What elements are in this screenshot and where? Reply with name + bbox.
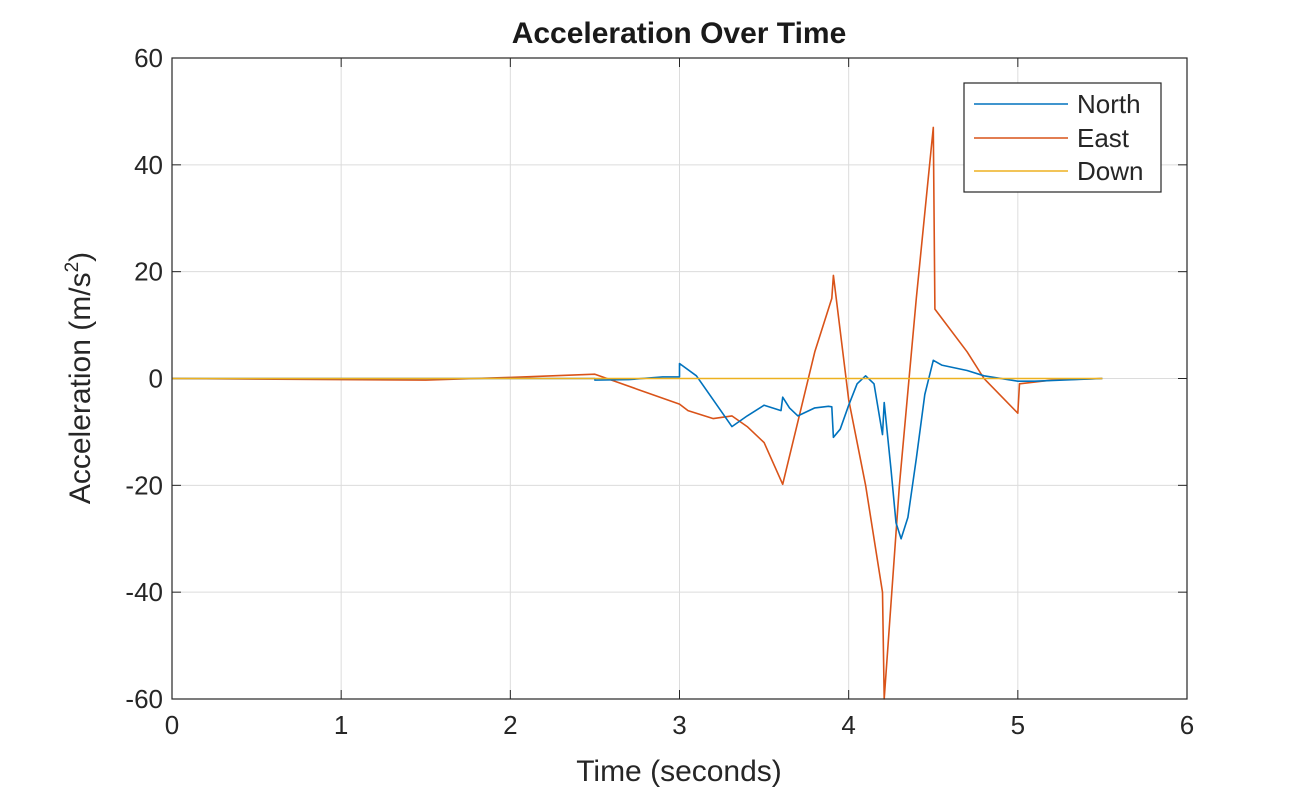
legend-label-north: North	[1077, 89, 1141, 119]
plot-frame	[171, 57, 1188, 700]
x-tick-label: 2	[503, 710, 517, 740]
x-tick-label: 4	[841, 710, 855, 740]
x-tick-label: 1	[334, 710, 348, 740]
x-axis-title: Time (seconds)	[576, 755, 782, 788]
y-tick-label: 60	[134, 43, 163, 73]
y-tick-label: 40	[134, 150, 163, 180]
series-line-north	[172, 359, 1103, 540]
x-tick-label: 3	[672, 710, 686, 740]
series-lines	[171, 126, 1103, 700]
y-axis-title-exponent: 2	[62, 262, 83, 273]
y-axis-title-main: Acceleration (m/s	[64, 272, 97, 504]
chart-title: Acceleration Over Time	[512, 17, 847, 50]
series-line-east	[171, 126, 1103, 700]
y-axis-title: Acceleration (m/s2)	[62, 252, 97, 504]
tick-labels: 0 1 2 3 4 5 6 -60 -40 -20 0 20 40 60	[125, 43, 1194, 740]
y-axis-title-suffix: )	[64, 252, 97, 262]
y-tick-label: -40	[125, 577, 163, 607]
legend-label-east: East	[1077, 123, 1130, 153]
y-tick-label: -20	[125, 470, 163, 500]
x-tick-label: 5	[1011, 710, 1025, 740]
y-tick-label: -60	[125, 684, 163, 714]
x-tick-label: 6	[1180, 710, 1194, 740]
y-tick-label: 0	[149, 364, 163, 394]
legend: North East Down	[963, 82, 1162, 193]
legend-label-down: Down	[1077, 156, 1143, 186]
y-tick-label: 20	[134, 257, 163, 287]
x-tick-label: 0	[165, 710, 179, 740]
